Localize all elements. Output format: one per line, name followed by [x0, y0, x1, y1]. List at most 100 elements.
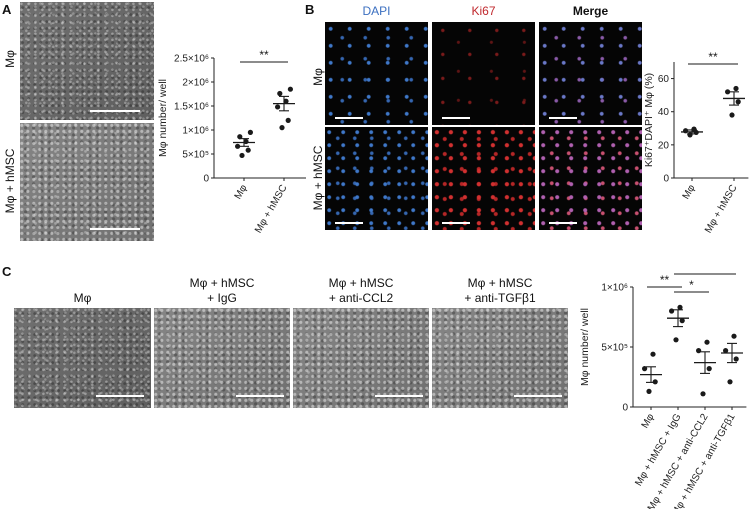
micrograph-c-ccl2	[293, 308, 429, 408]
significance-label: **	[660, 273, 670, 287]
y-tick-label: 0	[203, 174, 209, 185]
data-point	[727, 379, 733, 385]
y-tick-label: 2.5×10⁶	[174, 54, 209, 65]
data-point	[277, 90, 283, 97]
panel-label-a: A	[2, 2, 12, 17]
image-title-line: + IgG	[207, 291, 237, 305]
data-point	[283, 98, 289, 104]
data-point	[696, 348, 702, 354]
data-point	[287, 86, 293, 92]
y-tick-label: 0	[663, 174, 669, 185]
y-tick-label: 1.5×10⁶	[174, 102, 209, 113]
data-point	[700, 391, 706, 397]
y-axis-label: Ki67⁺DAPI⁺ Mφ (%)	[644, 73, 655, 167]
channel-title-dapi: DAPI	[362, 4, 391, 18]
scale-bar	[549, 117, 577, 119]
fluor-merge-hmsc	[539, 127, 642, 230]
data-point	[245, 147, 251, 153]
data-point	[733, 356, 739, 362]
x-tick-label: Mφ + hMSC	[703, 183, 740, 235]
data-point	[729, 112, 735, 118]
panel-label-b: B	[305, 2, 315, 17]
scale-bar	[549, 222, 577, 224]
data-point	[279, 125, 285, 131]
y-tick-label: 60	[658, 74, 670, 85]
y-tick-label: 5×10⁵	[601, 343, 628, 354]
fluor-ki67-hmsc	[432, 127, 535, 230]
data-point	[679, 318, 685, 324]
chart-a: 0 5×10⁵ 1×10⁶ 1.5×10⁶ 2×10⁶ 2.5×10⁶ Mφ number/…	[157, 48, 306, 235]
fluor-merge-control	[539, 22, 642, 125]
data-point	[725, 89, 731, 95]
channel-title-merge: Merge	[572, 4, 609, 18]
data-point	[706, 366, 712, 372]
micrograph-c-tgfb1	[432, 308, 568, 408]
data-point	[735, 99, 741, 105]
data-point	[275, 104, 281, 110]
data-point	[642, 366, 648, 372]
data-point	[285, 117, 291, 123]
scale-bar	[442, 222, 470, 224]
image-title-c-tgfb1: Mφ + hMSC + anti-TGFβ1	[432, 276, 568, 306]
fluor-ki67-control	[432, 22, 535, 125]
row-label-a-control: Mφ	[3, 50, 17, 68]
image-title-line: Mφ + hMSC	[189, 276, 255, 290]
panel-label-c: C	[2, 264, 12, 279]
data-point	[683, 128, 689, 134]
scale-bar	[335, 222, 363, 224]
image-title-line: Mφ + hMSC	[328, 276, 394, 290]
data-point	[247, 129, 253, 135]
y-tick-label: 0	[622, 403, 628, 414]
y-tick-label: 40	[658, 107, 670, 118]
data-point	[235, 143, 241, 149]
data-point	[704, 339, 710, 345]
data-point	[669, 308, 675, 314]
data-point	[677, 304, 683, 310]
data-point	[646, 388, 652, 394]
scale-bar	[90, 228, 140, 230]
image-title-c-ccl2: Mφ + hMSC + anti-CCL2	[293, 276, 429, 306]
scale-bar	[514, 395, 562, 397]
image-title-c-igg: Mφ + hMSC + IgG	[154, 276, 290, 306]
image-title-line: + anti-TGFβ1	[464, 291, 536, 305]
y-tick-label: 5×10⁵	[182, 150, 209, 161]
fluor-dapi-control	[325, 22, 428, 125]
significance-label: **	[259, 48, 269, 62]
micrograph-c-igg	[154, 308, 290, 408]
y-tick-label: 1×10⁶	[182, 126, 209, 137]
data-point	[731, 333, 737, 339]
data-point	[733, 85, 739, 92]
y-tick-label: 2×10⁶	[182, 78, 209, 89]
x-tick-label: Mφ + hMSC	[253, 183, 290, 235]
row-label-a-hmsc: Mφ + hMSC	[3, 148, 17, 214]
micrograph-c-control	[14, 308, 151, 408]
image-title-line: Mφ + hMSC	[467, 276, 533, 290]
significance-label: *	[689, 278, 694, 292]
x-tick-label: Mφ	[233, 183, 250, 202]
row-label-b-control: Mφ	[311, 68, 325, 86]
x-tick-label: Mφ	[640, 412, 657, 431]
image-title-line: + anti-CCL2	[328, 291, 394, 305]
micrograph-a-control	[20, 2, 154, 120]
scale-bar	[90, 110, 140, 112]
row-label-b-hmsc: Mφ + hMSC	[311, 145, 325, 211]
data-point	[652, 379, 658, 385]
significance-label: *	[703, 270, 708, 274]
channel-title-ki67: Ki67	[471, 4, 496, 18]
scale-bar	[236, 395, 284, 397]
significance-label: **	[708, 50, 718, 64]
data-point	[673, 337, 679, 343]
scale-bar	[335, 117, 363, 119]
y-tick-label: 20	[658, 140, 670, 151]
scale-bar	[442, 117, 470, 119]
y-tick-label: 1×10⁶	[601, 283, 628, 294]
scale-bar	[96, 395, 144, 397]
x-tick-label: Mφ	[681, 183, 698, 202]
data-point	[237, 134, 243, 140]
image-title-c-control: Mφ	[14, 291, 151, 306]
data-point	[723, 348, 729, 354]
data-point	[650, 351, 656, 357]
y-axis-label: Mφ number/ well	[157, 79, 169, 157]
